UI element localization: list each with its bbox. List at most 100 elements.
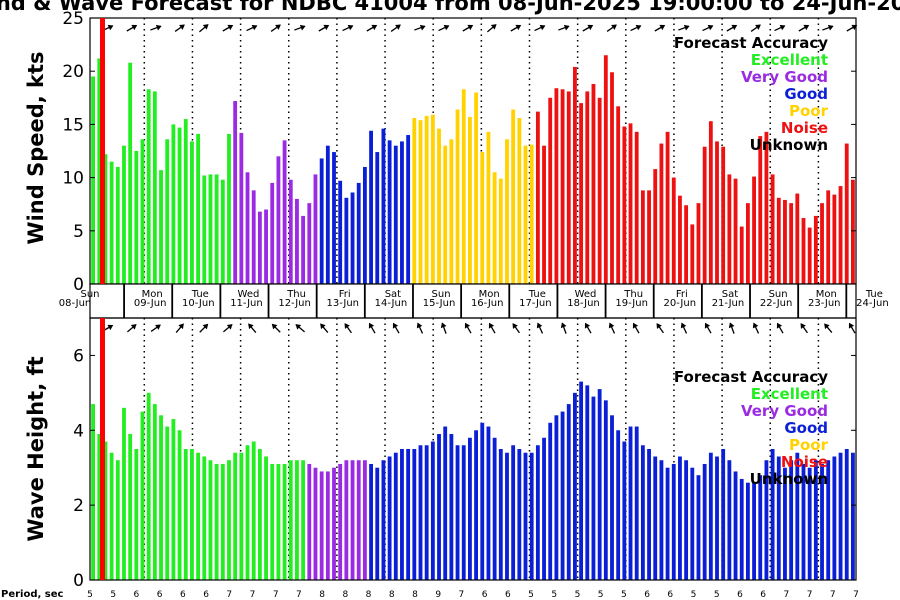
wind-bar: [566, 91, 571, 284]
wave-direction-arrow: [222, 324, 233, 333]
wave-bar: [227, 460, 231, 580]
wind-bar: [585, 91, 590, 284]
wind-arrow-head: [371, 24, 378, 31]
period-value: 5: [714, 590, 720, 600]
wave-bar: [171, 419, 176, 580]
wind-bar: [369, 130, 373, 284]
wind-direction-arrow: [126, 24, 138, 32]
wave-bar: [745, 482, 750, 580]
period-value: 6: [134, 590, 140, 600]
wind-direction-arrow: [246, 24, 258, 32]
wind-bar: [208, 174, 213, 284]
wave-arrow-head: [392, 322, 399, 329]
wave-bar: [270, 463, 275, 580]
wind-bar: [671, 177, 676, 284]
wind-bar: [826, 190, 831, 284]
wind-direction-arrow: [318, 24, 330, 32]
wave-bar: [789, 460, 794, 580]
wind-bar: [443, 145, 448, 284]
wave-arrow-head: [800, 323, 806, 329]
wave-bar: [535, 445, 540, 580]
wave-bar: [560, 411, 565, 580]
wind-direction-arrow: [366, 24, 378, 32]
wind-bar: [597, 97, 602, 284]
wind-bar: [455, 109, 460, 284]
wind-bar: [214, 174, 219, 284]
wave-arrow-head: [608, 322, 615, 329]
day-name-label: Wed: [238, 289, 260, 300]
period-value: 6: [482, 590, 488, 600]
wave-bar: [542, 437, 546, 580]
wave-bar: [140, 411, 145, 580]
wind-bar: [227, 133, 231, 284]
wave-arrow-head: [656, 323, 662, 329]
wave-bar: [152, 404, 157, 580]
wave-bar: [190, 449, 194, 580]
period-value: 5: [87, 590, 93, 600]
wind-bar: [412, 118, 417, 285]
wave-arrow-head: [464, 322, 471, 329]
wind-bar: [190, 141, 194, 284]
wave-bar: [702, 463, 707, 580]
wind-direction-arrow: [174, 24, 185, 32]
wave-bar: [245, 445, 250, 580]
wave-bar: [659, 460, 664, 580]
wind-bar: [770, 174, 775, 284]
wave-bar: [177, 430, 182, 580]
period-value: 8: [389, 590, 395, 600]
wind-bar: [183, 119, 188, 284]
wave-direction-arrow: [199, 323, 209, 333]
wave-bar: [319, 471, 324, 580]
wave-bar: [424, 445, 429, 580]
wind-bar: [332, 152, 336, 284]
day-name-label: Tue: [865, 289, 883, 300]
wind-bar: [171, 124, 176, 285]
wave-bar: [257, 449, 262, 580]
wave-bar: [468, 437, 472, 580]
wave-bar: [313, 467, 318, 580]
wind-bar: [820, 203, 824, 284]
wave-arrow-head: [416, 322, 423, 329]
wind-direction-arrow: [294, 24, 306, 31]
wave-bar: [721, 449, 726, 580]
wind-arrow-head: [635, 24, 642, 31]
wind-bar: [344, 197, 349, 284]
wind-bar: [350, 192, 355, 284]
wind-bar: [152, 91, 157, 284]
wind-tick-label: 20: [62, 62, 84, 82]
wave-tick-label: 2: [73, 496, 84, 516]
day-name-label: Fri: [339, 289, 351, 300]
wind-bar: [690, 224, 695, 284]
wave-legend-title: Forecast Accuracy: [674, 368, 828, 386]
wind-bar: [603, 55, 608, 284]
wave-bar: [486, 426, 491, 580]
wind-bar: [758, 136, 763, 284]
wave-bar: [634, 426, 639, 580]
wind-bar: [628, 123, 633, 284]
wind-bar: [678, 195, 682, 284]
wind-arrow-head: [179, 24, 185, 30]
wave-arrow-head: [728, 322, 735, 329]
wind-arrow-head: [539, 24, 546, 31]
wave-bar: [381, 460, 386, 580]
period-value: 6: [760, 590, 766, 600]
period-values-row: 5 5 6 6 6 6 7 7 7 7 8 8 8 8 8 9 7 6 6 5 5 5 5 5 6 6 5 5 6 6 7 7 7 7: [87, 590, 859, 600]
day-date-label: 18-Jun: [567, 298, 600, 309]
period-value: 6: [644, 590, 650, 600]
period-value: 5: [575, 590, 581, 600]
wave-bar: [616, 430, 621, 580]
wind-y-ticks: 0 5 10 15 20 25: [62, 9, 856, 295]
wave-legend-entry-noise: Noise: [781, 453, 828, 471]
current-time-marker-wave: [100, 318, 105, 580]
wind-bar: [727, 174, 732, 284]
wave-direction-arrow: [295, 324, 306, 333]
wave-bar: [480, 422, 485, 580]
wind-bar: [418, 120, 423, 284]
day-date-label: 23-Jun: [808, 298, 841, 309]
day-date-label: 14-Jun: [375, 298, 408, 309]
wind-arrow-head: [779, 24, 786, 31]
wind-direction-arrow: [678, 24, 690, 31]
wind-bar: [146, 89, 151, 284]
wave-bar: [412, 449, 417, 580]
